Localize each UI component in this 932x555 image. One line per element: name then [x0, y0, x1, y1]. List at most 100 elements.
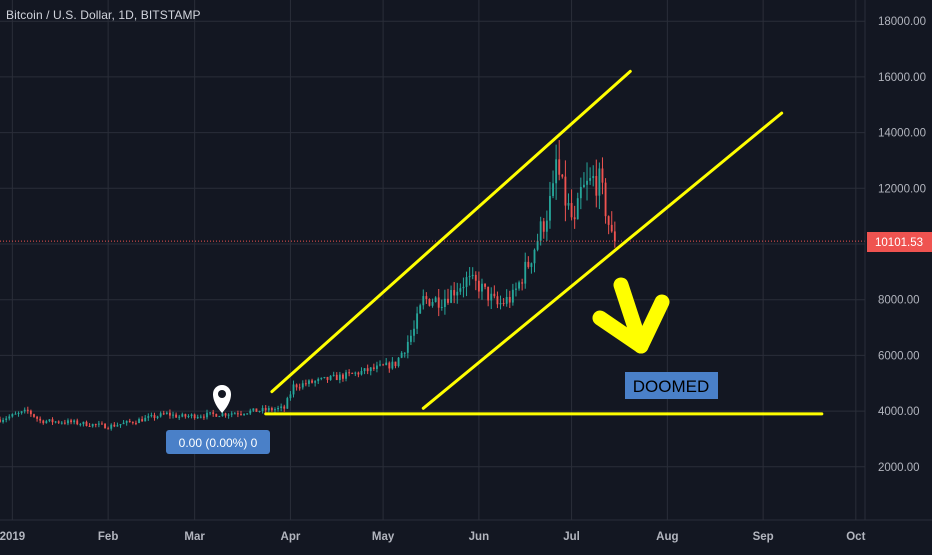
- candle-body: [332, 374, 335, 376]
- candle-body: [48, 419, 51, 422]
- candle-body: [42, 420, 45, 424]
- candle-body: [178, 416, 181, 418]
- candle-body: [570, 203, 573, 218]
- candle-body: [515, 288, 517, 290]
- candle-body: [79, 424, 82, 426]
- candle-body: [165, 412, 168, 414]
- candle-body: [447, 298, 449, 303]
- candles: [0, 139, 616, 431]
- candle-body: [542, 221, 545, 232]
- candle-body: [555, 159, 558, 184]
- candle-body: [110, 424, 113, 429]
- candle-body: [147, 416, 150, 418]
- candle-body: [474, 274, 477, 281]
- time-tick-label: Jul: [563, 531, 580, 543]
- time-tick-label: Mar: [184, 531, 205, 543]
- price-tick-label: 18000.00: [878, 16, 926, 28]
- time-axis[interactable]: 2019 Feb Mar Apr May Jun Jul Aug Sep Oct: [0, 519, 932, 543]
- candle-body: [227, 414, 230, 416]
- candle-body: [221, 413, 224, 417]
- price-tick-label: 4000.00: [878, 406, 920, 418]
- candle-body: [311, 380, 313, 383]
- candle-body: [376, 365, 378, 369]
- candle-body: [502, 302, 505, 304]
- candle-body: [456, 291, 459, 296]
- price-axis[interactable]: 2000.004000.006000.008000.0010000.001200…: [864, 0, 932, 520]
- time-tick-label: Apr: [281, 531, 301, 543]
- down-right-arrow-icon[interactable]: [592, 277, 670, 354]
- candle-body: [326, 376, 329, 380]
- candle-body: [144, 417, 147, 422]
- candle-body: [116, 425, 119, 427]
- time-tick-label: Jun: [469, 531, 489, 543]
- candle-body: [481, 283, 483, 292]
- candle-body: [363, 368, 366, 371]
- doomed-text: DOOMED: [633, 377, 710, 396]
- candle-body: [314, 381, 317, 383]
- candle-body: [0, 419, 1, 422]
- candle-body: [487, 286, 490, 301]
- candle-body: [391, 361, 394, 369]
- candle-body: [5, 418, 8, 420]
- candle-body: [60, 422, 63, 424]
- channel-line-1[interactable]: [270, 69, 632, 394]
- candle-body: [558, 159, 561, 175]
- candle-body: [385, 362, 388, 366]
- channel-line-2[interactable]: [421, 111, 784, 410]
- trend-lines[interactable]: [264, 69, 824, 416]
- candle-body: [573, 217, 576, 220]
- candle-body: [91, 424, 94, 427]
- candle-body: [308, 380, 310, 384]
- candle-body: [453, 290, 456, 296]
- candle-body: [113, 424, 116, 427]
- candle-body: [604, 182, 607, 217]
- candle-body: [400, 352, 403, 358]
- candle-body: [524, 261, 527, 284]
- candle-body: [206, 412, 208, 418]
- candle-body: [187, 415, 190, 417]
- candle-body: [261, 407, 264, 412]
- candle-body: [477, 280, 480, 292]
- candle-body: [230, 413, 233, 415]
- price-tick-label: 2000.00: [878, 462, 920, 474]
- candle-body: [437, 297, 440, 308]
- candle-body: [249, 410, 252, 414]
- candle-body: [317, 378, 320, 382]
- map-pin-icon[interactable]: [213, 385, 231, 413]
- candle-body: [29, 410, 32, 415]
- candle-body: [567, 203, 570, 206]
- candle-body: [422, 296, 425, 306]
- candle-body: [54, 421, 57, 423]
- candle-body: [561, 174, 564, 177]
- candle-body: [338, 374, 341, 381]
- candle-body: [511, 289, 514, 303]
- candle-body: [153, 415, 156, 418]
- candle-body: [468, 276, 471, 278]
- candle-body: [539, 221, 542, 241]
- doomed-label[interactable]: DOOMED: [625, 372, 718, 399]
- last-price-badge: 10101.53: [867, 232, 932, 252]
- candle-body: [416, 313, 419, 329]
- measure-badge: 0.00 (0.00%) 0: [166, 430, 270, 454]
- price-tick-label: 16000.00: [878, 72, 926, 84]
- candle-body: [289, 394, 292, 399]
- candle-body: [280, 406, 283, 408]
- candle-body: [425, 296, 428, 299]
- candle-body: [243, 413, 246, 415]
- candle-body: [394, 361, 397, 367]
- candle-body: [443, 298, 446, 308]
- candle-body: [20, 411, 23, 413]
- candle-body: [128, 420, 131, 422]
- candle-body: [366, 368, 369, 372]
- candle-body: [397, 357, 400, 367]
- candle-body: [342, 374, 344, 379]
- candle-body: [150, 415, 153, 417]
- candle-body: [94, 424, 97, 426]
- candle-body: [388, 362, 391, 369]
- candle-body: [125, 420, 128, 423]
- candle-body: [70, 420, 72, 423]
- symbol-title: Bitcoin / U.S. Dollar, 1D, BITSTAMP: [6, 8, 201, 22]
- candle-body: [372, 367, 375, 369]
